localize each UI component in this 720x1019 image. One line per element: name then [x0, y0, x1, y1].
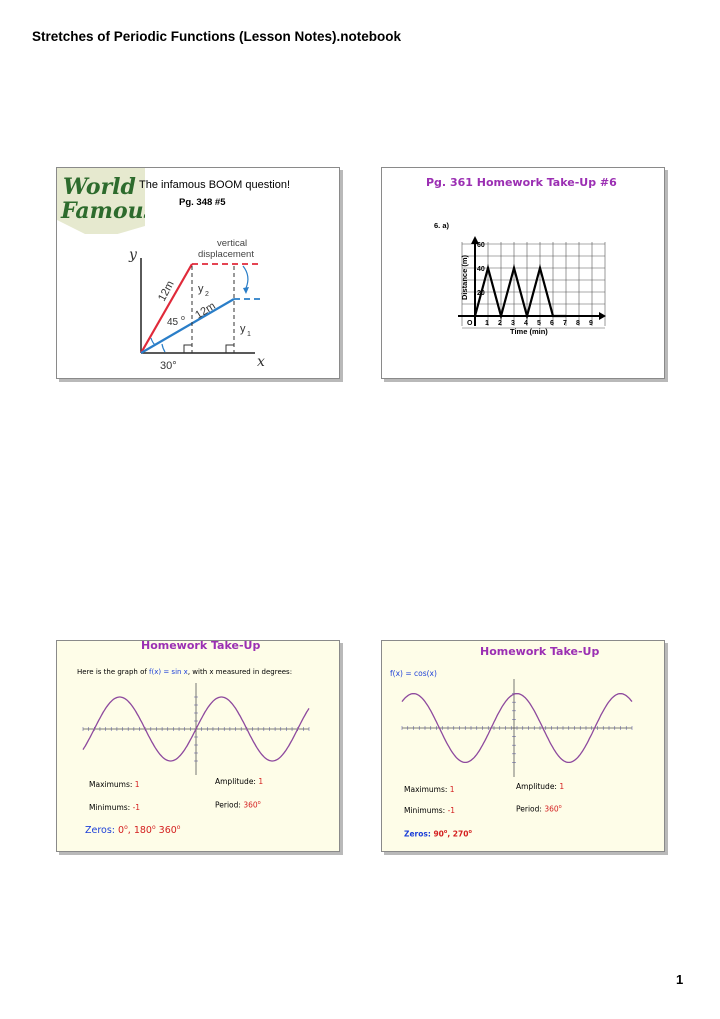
intro-pre: Here is the graph of: [77, 668, 150, 676]
y-axis-label: y: [128, 247, 138, 263]
function-curve: [401, 692, 633, 764]
slide-title: Homework Take-Up: [141, 640, 261, 652]
displacement-diagram: y x vertical displacement 12m 12m y 2 y …: [128, 238, 265, 372]
minimums-row: Minimums: -1: [89, 803, 140, 812]
x-tick-label: 4: [524, 320, 528, 327]
zeros-value-1: 0: [118, 825, 125, 837]
world-famous-logo: World Famous: [57, 168, 156, 240]
zeros-value-3: 360: [158, 825, 177, 837]
vertical-label-1: vertical: [217, 238, 247, 249]
min-value: -1: [132, 803, 141, 812]
amplitude-row: Amplitude: 1: [516, 782, 564, 791]
x-axis-label: x: [257, 354, 265, 370]
x-tick-label: 2: [498, 320, 502, 327]
period-degree: o: [558, 804, 562, 810]
period-value: 360: [544, 804, 559, 814]
period-row: Period: 360o: [215, 800, 261, 810]
y-tick-60: 60: [477, 242, 485, 249]
angle-45-degree: o: [181, 315, 185, 322]
function-text: f(x) = cos(x): [390, 669, 437, 678]
maximums-row: Maximums: 1: [404, 785, 455, 794]
minimums-row: Minimums: -1: [404, 806, 455, 815]
x-tick-label: 7: [563, 320, 567, 327]
slide-reference: Pg. 348 #5: [179, 197, 226, 208]
document-title: Stretches of Periodic Functions (Lesson …: [32, 29, 402, 44]
x-tick-label: O: [467, 320, 473, 327]
min-value: -1: [447, 806, 456, 815]
y-axis-label: Distance (m): [460, 254, 469, 300]
question-label: 6. a): [434, 221, 450, 230]
maximums-row: Maximums: 1: [89, 780, 140, 789]
zeros-value-2: 180: [133, 825, 152, 837]
zeros-value-2: 270: [452, 829, 469, 839]
label-y2: y: [198, 283, 204, 295]
amp-value: 1: [559, 782, 565, 791]
period-label: Period:: [516, 804, 545, 814]
angle-45-label: 45: [167, 317, 179, 328]
x-axis-label: Time (min): [510, 327, 548, 336]
label-y2-sub: 2: [205, 291, 209, 298]
min-label: Minimums:: [404, 806, 448, 815]
slide-homework-6[interactable]: Pg. 361 Homework Take-Up #6 6. a) Distan…: [381, 167, 665, 379]
x-tick-label: 6: [550, 320, 554, 327]
page-number: 1: [676, 972, 684, 987]
slide-title: Pg. 361 Homework Take-Up #6: [426, 176, 617, 189]
zeros-sep: ,: [127, 825, 134, 837]
x-tick-label: 9: [589, 320, 593, 327]
zeros-row: Zeros: 90o, 270o: [404, 829, 472, 839]
intro-function: f(x) = sin x: [149, 668, 188, 676]
vertical-label-2: displacement: [198, 249, 254, 260]
zeros-label: Zeros:: [85, 825, 119, 837]
zeros-value-1: 90: [433, 829, 444, 839]
max-label: Maximums:: [404, 785, 450, 794]
x-tick-label: 3: [511, 320, 515, 327]
label-y1-sub: 1: [247, 331, 251, 338]
slide-title: Homework Take-Up: [480, 645, 600, 658]
label-12m-blue: 12m: [193, 300, 218, 322]
zeros-degree-3: o: [176, 824, 181, 831]
sine-graph: [82, 683, 310, 775]
amp-label: Amplitude:: [215, 777, 259, 786]
max-label: Maximums:: [89, 780, 135, 789]
max-value: 1: [449, 785, 455, 794]
label-y1: y: [240, 323, 246, 335]
distance-time-graph: Distance (m) Time (min) 60 40 20 O 1 2 3 4 5 6…: [458, 236, 606, 336]
zeros-label: Zeros:: [404, 829, 434, 839]
x-tick-label: 5: [537, 320, 541, 327]
logo-text-famous: Famous: [60, 198, 145, 224]
max-value: 1: [134, 780, 140, 789]
period-row: Period: 360o: [516, 804, 562, 814]
slide-boom-question[interactable]: World Famous The infamous BOOM question!…: [56, 167, 340, 379]
angle-30-label: 30°: [160, 360, 177, 372]
x-tick-label: 8: [576, 320, 580, 327]
period-value: 360: [243, 800, 258, 810]
zeros-degree-1: o: [124, 824, 128, 831]
y-tick-20: 20: [477, 290, 485, 297]
min-label: Minimums:: [89, 803, 133, 812]
logo-text-world: World: [63, 174, 136, 200]
period-label: Period:: [215, 800, 244, 810]
amplitude-row: Amplitude: 1: [215, 777, 263, 786]
zeros-degree-1: o: [443, 829, 448, 835]
zeros-row: Zeros: 0o, 180o 360o: [85, 824, 180, 836]
y-tick-40: 40: [477, 266, 485, 273]
cosine-graph: [401, 679, 633, 777]
slide-sine-takeup[interactable]: Homework Take-Up Here is the graph of f(…: [56, 640, 340, 852]
zeros-degree-2: o: [468, 829, 472, 835]
period-degree: o: [257, 800, 261, 806]
zeros-sep: ,: [447, 829, 453, 839]
slide-heading: The infamous BOOM question!: [139, 179, 291, 191]
x-tick-label: 1: [485, 320, 489, 327]
amp-label: Amplitude:: [516, 782, 560, 791]
zeros-degree-2: o: [151, 824, 156, 831]
function-curve: [82, 696, 310, 762]
intro-text: Here is the graph of f(x) = sin x, with …: [77, 668, 292, 676]
amp-value: 1: [258, 777, 264, 786]
slide-cosine-takeup[interactable]: Homework Take-Up f(x) = cos(x) Maximums:…: [381, 640, 665, 852]
intro-post: , with x measured in degrees:: [187, 668, 293, 676]
label-12m-red: 12m: [156, 279, 177, 304]
